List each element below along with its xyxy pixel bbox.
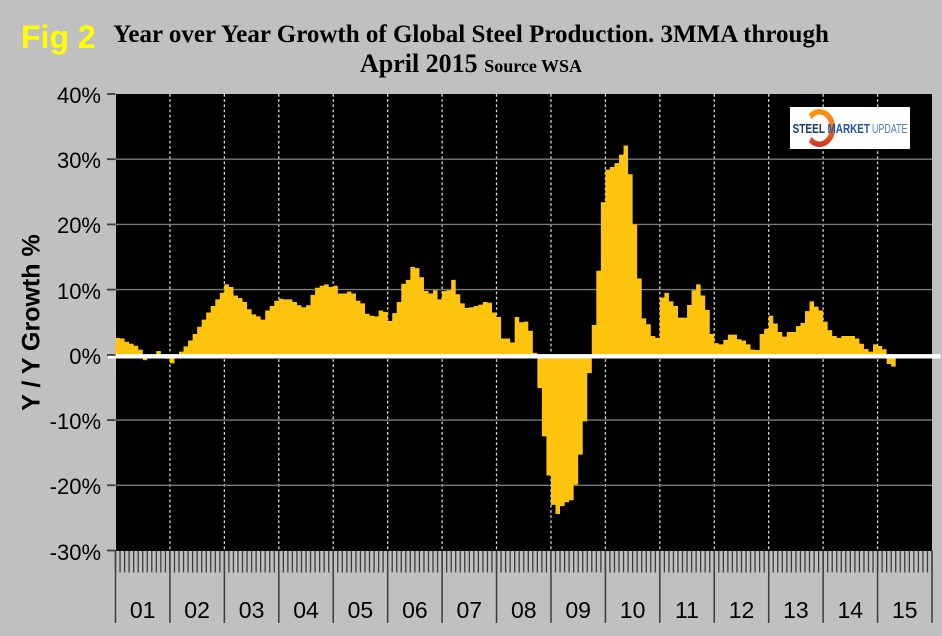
svg-text:STEEL: STEEL xyxy=(793,121,826,136)
svg-text:UPDATE: UPDATE xyxy=(872,121,908,136)
svg-text:MARKET: MARKET xyxy=(828,121,871,136)
